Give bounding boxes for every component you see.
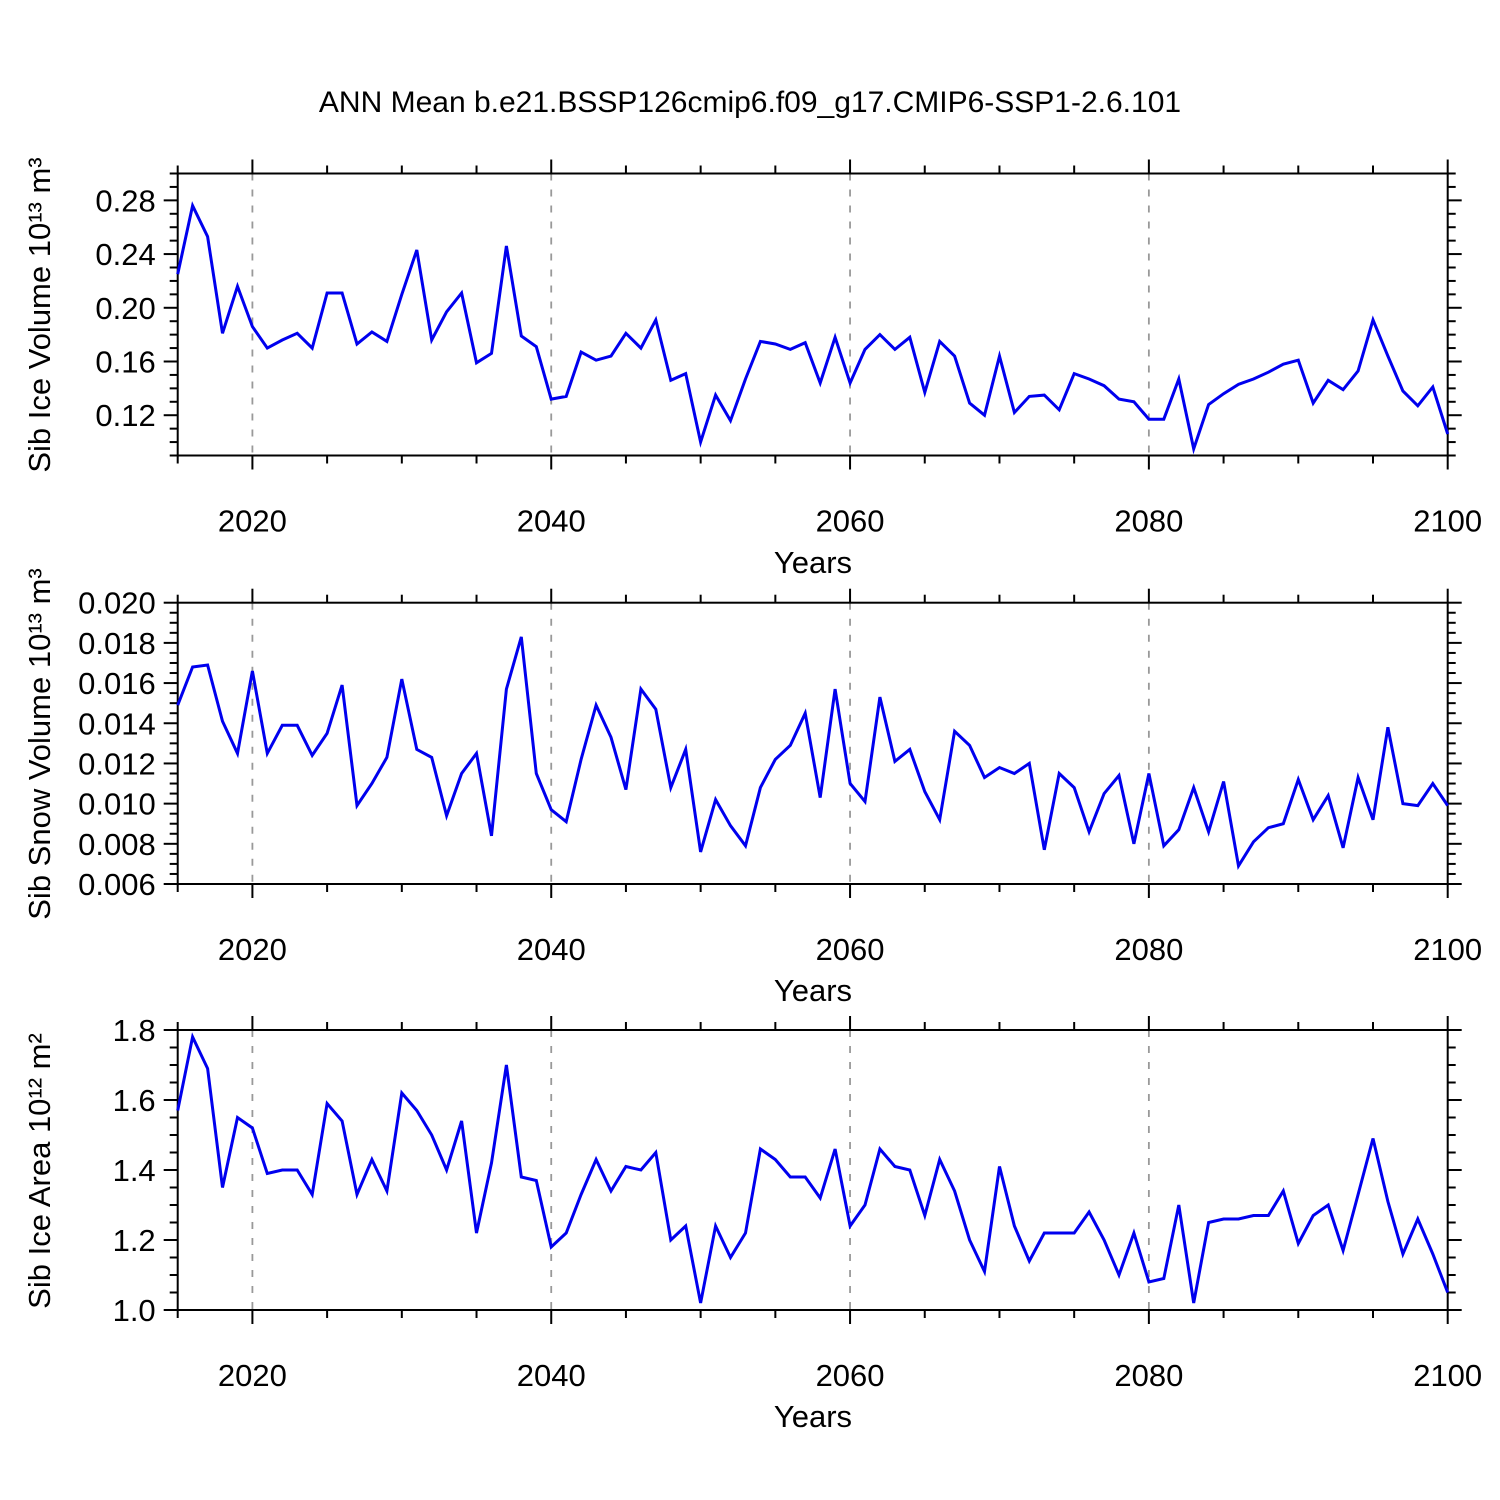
x-tick-label: 2100 [1413,932,1482,967]
y-tick-label: 0.16 [95,345,155,380]
data-series-line [176,201,1450,455]
y-tick-label: 1.8 [113,1013,156,1048]
x-tick-label: 2040 [517,1358,586,1393]
y-tick-label: 0.020 [78,586,156,621]
y-tick-label: 0.28 [95,183,155,218]
figure-title: ANN Mean b.e21.BSSP126cmip6.f09_g17.CMIP… [318,86,1182,119]
x-tick-label: 2020 [218,1358,287,1393]
x-tick-label: 2060 [816,932,885,967]
y-tick-label: 0.24 [95,237,155,272]
x-axis-label-years-1: Years [773,545,853,580]
x-axis-label-years-2: Years [773,973,853,1008]
y-tick-label: 0.018 [78,626,156,661]
y-tick-label: 0.010 [78,787,156,822]
x-tick-label: 2080 [1114,1358,1183,1393]
y-tick-label: 1.4 [113,1153,156,1188]
x-tick-label: 2080 [1114,932,1183,967]
plot-frame [176,601,1449,885]
y-axis-label-ice-area: Sib Ice Area 10¹² m² [22,1033,57,1309]
y-tick-label: 0.008 [78,827,156,862]
y-tick-label: 0.12 [95,398,155,433]
y-tick-label: 1.6 [113,1083,156,1118]
y-tick-label: 0.20 [95,291,155,326]
y-tick-label: 0.012 [78,746,156,781]
x-tick-label: 2080 [1114,504,1183,539]
y-tick-label: 0.016 [78,666,156,701]
y-tick-label: 1.0 [113,1293,156,1328]
x-tick-label: 2040 [517,504,586,539]
x-tick-label: 2060 [816,1358,885,1393]
data-series-line [176,1032,1450,1304]
x-tick-label: 2100 [1413,504,1482,539]
x-tick-label: 2060 [816,504,885,539]
x-axis-label-years-3: Years [773,1399,853,1434]
x-tick-label: 2100 [1413,1358,1482,1393]
x-tick-label: 2020 [218,504,287,539]
x-tick-label: 2040 [517,932,586,967]
x-tick-label: 2020 [218,932,287,967]
plot-frame [176,172,1449,457]
y-tick-label: 0.006 [78,867,156,902]
data-series-line [176,636,1449,871]
y-tick-label: 1.2 [113,1223,156,1258]
y-tick-label: 0.014 [78,706,156,741]
